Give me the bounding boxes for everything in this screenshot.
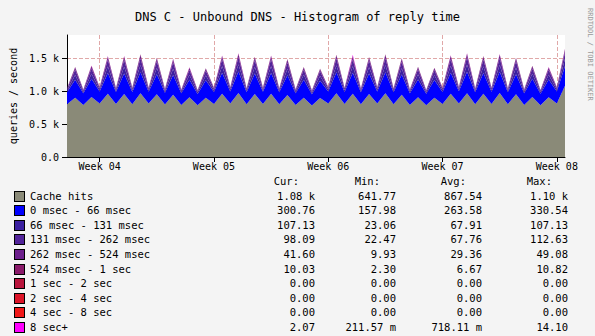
html-text:10.03: 10.03 [283,262,315,275]
svg-text:queries / second: queries / second [8,48,19,144]
svg-text:Week 07: Week 07 [421,161,463,172]
html-text:2.07: 2.07 [289,321,315,333]
svg-text:RRDTOOL / TOBI OETIKER: RRDTOOL / TOBI OETIKER [586,8,594,102]
html-text:67.76: 67.76 [450,233,482,246]
svg-text:0.0: 0.0 [41,152,59,163]
html-text:0.00: 0.00 [542,277,568,290]
svg-text:Week 08: Week 08 [536,161,578,172]
html-text:98.09: 98.09 [283,233,315,246]
html-text:0.00: 0.00 [289,277,315,290]
html-text:718.11 m: 718.11 m [431,321,482,333]
html-text:Cache hits: Cache hits [30,189,94,202]
html-text:112.63: 112.63 [530,233,568,246]
html-text:9.93: 9.93 [370,248,396,260]
html-text:41.60: 41.60 [283,248,315,260]
html-text:8 sec+: 8 sec+ [30,321,68,333]
html-text:0.00: 0.00 [370,291,396,304]
svg-text:1.0 k: 1.0 k [29,86,59,97]
html-text:10.82: 10.82 [536,262,568,275]
html-text:157.98: 157.98 [358,204,396,217]
html-text:66 msec - 131 msec: 66 msec - 131 msec [30,218,144,231]
html-text:67.91: 67.91 [450,218,482,231]
html-text:0.00: 0.00 [370,306,396,319]
html-text:Cur:: Cur: [273,175,299,187]
html-text:2 sec - 4 sec: 2 sec - 4 sec [30,291,113,304]
html-text:Max:: Max: [526,175,552,187]
html-text:0.00: 0.00 [456,306,482,319]
html-text:524 msec - 1 sec: 524 msec - 1 sec [30,262,132,275]
html-text:2.30: 2.30 [370,262,396,275]
html-text:1.08 k: 1.08 k [277,189,315,202]
html-text:0 msec - 66 msec: 0 msec - 66 msec [30,204,132,217]
svg-text:DNS C - Unbound DNS - Histogra: DNS C - Unbound DNS - Histogram of reply… [135,10,460,24]
html-text:211.57 m: 211.57 m [345,321,396,333]
html-text:4 sec - 8 sec: 4 sec - 8 sec [30,306,113,319]
html-text:Avg:: Avg: [440,175,466,187]
svg-text:0.5 k: 0.5 k [29,119,59,130]
svg-text:Week 05: Week 05 [193,161,235,172]
svg-text:Week 06: Week 06 [307,161,349,172]
html-text:29.36: 29.36 [450,248,482,260]
html-text:1.10 k: 1.10 k [530,189,568,202]
html-text:107.13: 107.13 [277,218,315,231]
html-text:0.00: 0.00 [289,306,315,319]
html-text:0.00: 0.00 [370,277,396,290]
html-text:0.00: 0.00 [456,277,482,290]
html-text:107.13: 107.13 [530,218,568,231]
html-text:23.06: 23.06 [364,218,396,231]
html-text:641.77: 641.77 [358,189,396,202]
html-text:49.08: 49.08 [536,248,568,260]
html-text:1 sec - 2 sec: 1 sec - 2 sec [30,277,113,290]
html-text:131 msec - 262 msec: 131 msec - 262 msec [30,233,151,246]
html-text:14.10: 14.10 [536,321,568,333]
html-text:262 msec - 524 msec: 262 msec - 524 msec [30,248,151,260]
svg-text:Week 04: Week 04 [79,161,121,172]
html-text:0.00: 0.00 [289,291,315,304]
svg-text:1.5 k: 1.5 k [29,53,59,64]
html-text:0.00: 0.00 [542,291,568,304]
html-text:0.00: 0.00 [456,291,482,304]
html-text:263.58: 263.58 [444,204,482,217]
html-text:6.67: 6.67 [456,262,482,275]
html-text:0.00: 0.00 [542,306,568,319]
html-text:867.54: 867.54 [444,189,482,202]
html-text:330.54: 330.54 [530,204,568,217]
html-text:300.76: 300.76 [277,204,315,217]
html-text:22.47: 22.47 [364,233,396,246]
html-text:Min:: Min: [354,175,380,187]
